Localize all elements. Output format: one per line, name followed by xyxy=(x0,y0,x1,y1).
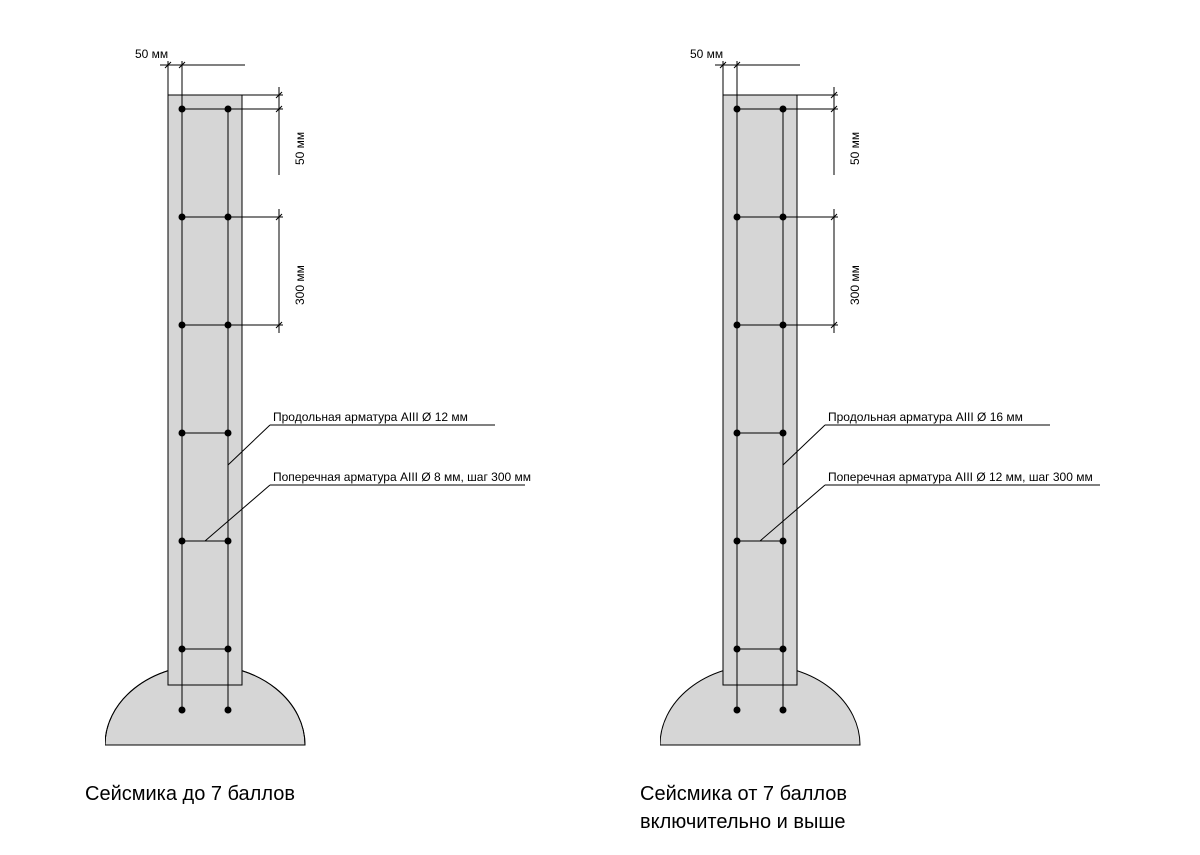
callout-cross-right: Поперечная арматура AIII Ø 12 мм, шаг 30… xyxy=(828,470,1093,484)
dim-top-left: 50 мм xyxy=(135,47,168,61)
dim-300-right: 300 мм xyxy=(848,265,862,305)
callout-long-left: Продольная арматура AIII Ø 12 мм xyxy=(273,410,468,424)
dim-50-right: 50 мм xyxy=(848,132,862,165)
caption-left: Сейсмика до 7 баллов xyxy=(85,780,295,808)
callout-long-right: Продольная арматура AIII Ø 16 мм xyxy=(828,410,1023,424)
dim-300-left: 300 мм xyxy=(293,265,307,305)
diagram-right xyxy=(660,55,1160,760)
caption-right: Сейсмика от 7 баллов включительно и выше xyxy=(640,780,847,836)
column-svg-left xyxy=(105,55,585,755)
column-svg-right xyxy=(660,55,1160,755)
dim-50-left: 50 мм xyxy=(293,132,307,165)
callout-cross-left: Поперечная арматура AIII Ø 8 мм, шаг 300… xyxy=(273,470,531,484)
dim-top-right: 50 мм xyxy=(690,47,723,61)
diagram-left xyxy=(105,55,585,760)
